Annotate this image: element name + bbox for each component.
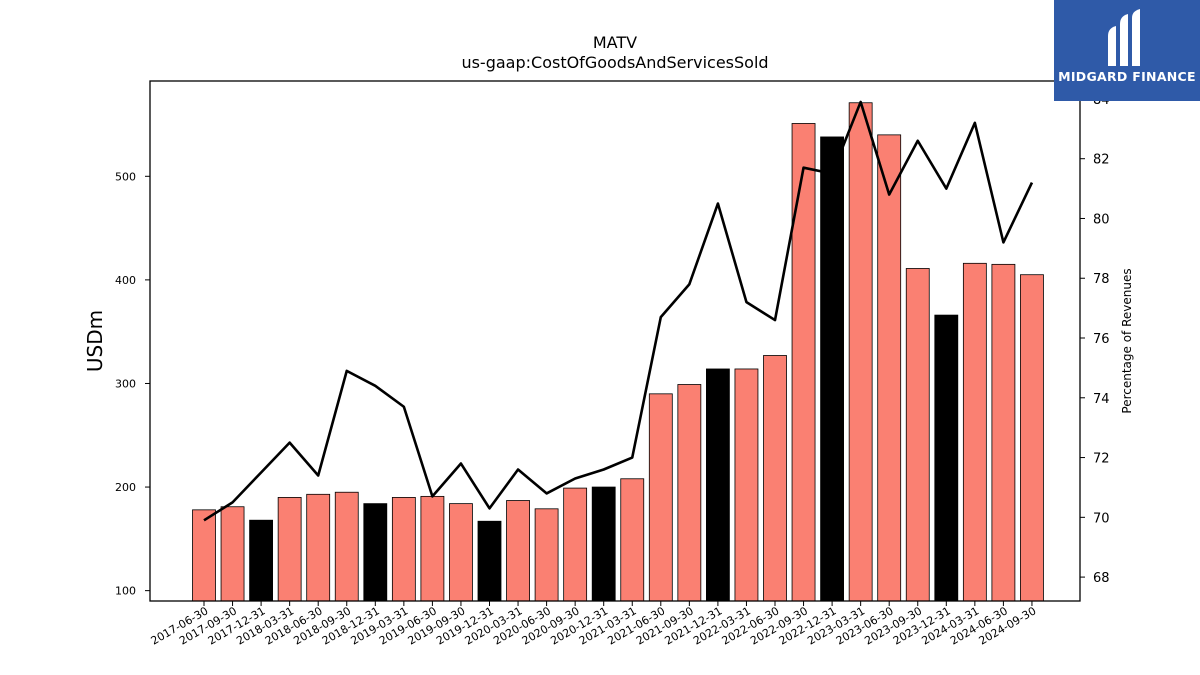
bar-2023-06-30 [877,134,902,602]
bar-2023-09-30 [905,268,930,602]
chart-subtitle: us-gaap:CostOfGoodsAndServicesSold [461,53,768,72]
bar-2022-03-31 [734,368,759,602]
bar-2021-09-30 [677,384,702,602]
y-tick-label: 300 [115,377,136,390]
y2-tick-label: 74 [1093,392,1110,407]
logo: MIDGARD FINANCE [1054,0,1200,101]
bar-2023-12-31 [934,314,959,602]
bar-2020-09-30 [563,487,588,602]
bar-2017-12-31 [249,519,274,602]
bars [192,102,1044,602]
bar-2023-03-31 [848,102,873,602]
bar-2020-06-30 [534,508,559,602]
midgard-logo-icon [1108,9,1140,66]
bar-2020-12-31 [591,486,616,602]
bar-2019-03-31 [391,497,416,602]
y-tick-label: 200 [115,481,136,494]
plot-frame [149,80,1081,602]
bar-2024-03-31 [962,262,987,602]
revenue-percentage-line-group [203,100,1034,522]
logo-text: MIDGARD FINANCE [1058,69,1196,84]
bar-2017-09-30 [220,506,245,602]
bar-2019-12-31 [477,520,502,602]
y2-tick-label: 82 [1093,153,1110,168]
bar-2019-06-30 [420,495,445,602]
revenue-percentage-line [203,100,1034,522]
bar-2021-03-31 [620,478,645,602]
y2-tick-label: 76 [1093,332,1110,347]
y-axis-label: USDm [83,310,107,372]
bar-2019-09-30 [449,503,473,602]
y2-tick-label: 72 [1093,452,1110,467]
chart-title: MATV [593,33,637,52]
y2-tick-label: 80 [1093,212,1110,227]
y2-tick-label: 78 [1093,272,1110,287]
bar-2018-09-30 [334,491,359,602]
bar-2021-12-31 [706,368,730,602]
y2-tick-label: 70 [1093,511,1110,526]
y-tick-label: 400 [115,274,136,287]
bar-2017-06-30 [192,509,216,602]
bar-2022-06-30 [763,355,787,602]
bar-2021-06-30 [648,393,673,602]
bar-2022-12-31 [820,136,844,602]
y2-tick-label: 68 [1093,571,1110,586]
bar-2020-03-31 [506,500,530,602]
bar-2018-06-30 [306,493,331,602]
bar-2018-12-31 [363,503,388,602]
bar-2024-09-30 [1020,274,1044,602]
bar-2024-06-30 [991,263,1016,602]
y-tick-label: 500 [115,170,136,183]
y-tick-label: 100 [115,585,136,598]
y2-axis-label: Percentage of Revenues [1120,268,1134,413]
bar-2022-09-30 [791,123,816,602]
bar-2018-03-31 [277,497,302,602]
